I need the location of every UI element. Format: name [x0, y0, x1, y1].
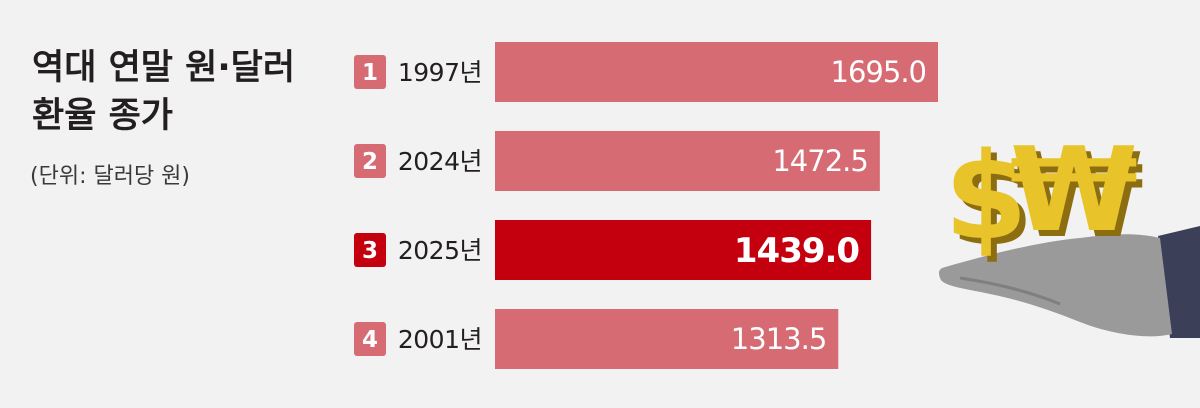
bar [495, 309, 839, 369]
category-label: 2001년 [398, 325, 482, 354]
svg-text:$: $ [944, 128, 1028, 267]
data-label: 1313.5 [731, 322, 826, 356]
data-label: 1439.0 [734, 231, 860, 271]
chart-title: 역대 연말 원·달러 환율 종가 [32, 44, 295, 140]
data-label: 1472.5 [772, 144, 867, 178]
svg-text:₩: ₩ [1016, 129, 1144, 264]
chart-title-line-1: 역대 연말 원·달러 [32, 48, 296, 88]
category-label: 2025년 [398, 236, 482, 265]
rank-number: 1 [362, 60, 378, 86]
dollar-sign-icon: $ $ [944, 128, 1034, 273]
rank-badge [354, 322, 386, 356]
data-label: 1695.0 [831, 55, 926, 89]
rank-badge [354, 55, 386, 89]
hand-holding-currency-illustration: $ $ ₩ ₩ [938, 128, 1200, 338]
bar [495, 42, 938, 102]
rank-badge [354, 144, 386, 178]
bar [495, 220, 872, 280]
svg-text:$: $ [950, 134, 1034, 273]
won-sign-icon: ₩ ₩ [1010, 128, 1144, 264]
category-label: 2024년 [398, 147, 482, 176]
rank-number: 3 [362, 238, 378, 264]
chart-title-line-2: 환율 종가 [32, 96, 173, 136]
rank-number: 2 [362, 149, 378, 175]
category-label: 1997년 [398, 58, 482, 87]
svg-text:₩: ₩ [1010, 128, 1138, 258]
rank-number: 4 [362, 327, 378, 353]
hand-icon [938, 234, 1172, 337]
unit-subtitle: (단위: 달러당 원) [30, 164, 191, 189]
rank-badge [354, 233, 386, 267]
bar [495, 131, 880, 191]
